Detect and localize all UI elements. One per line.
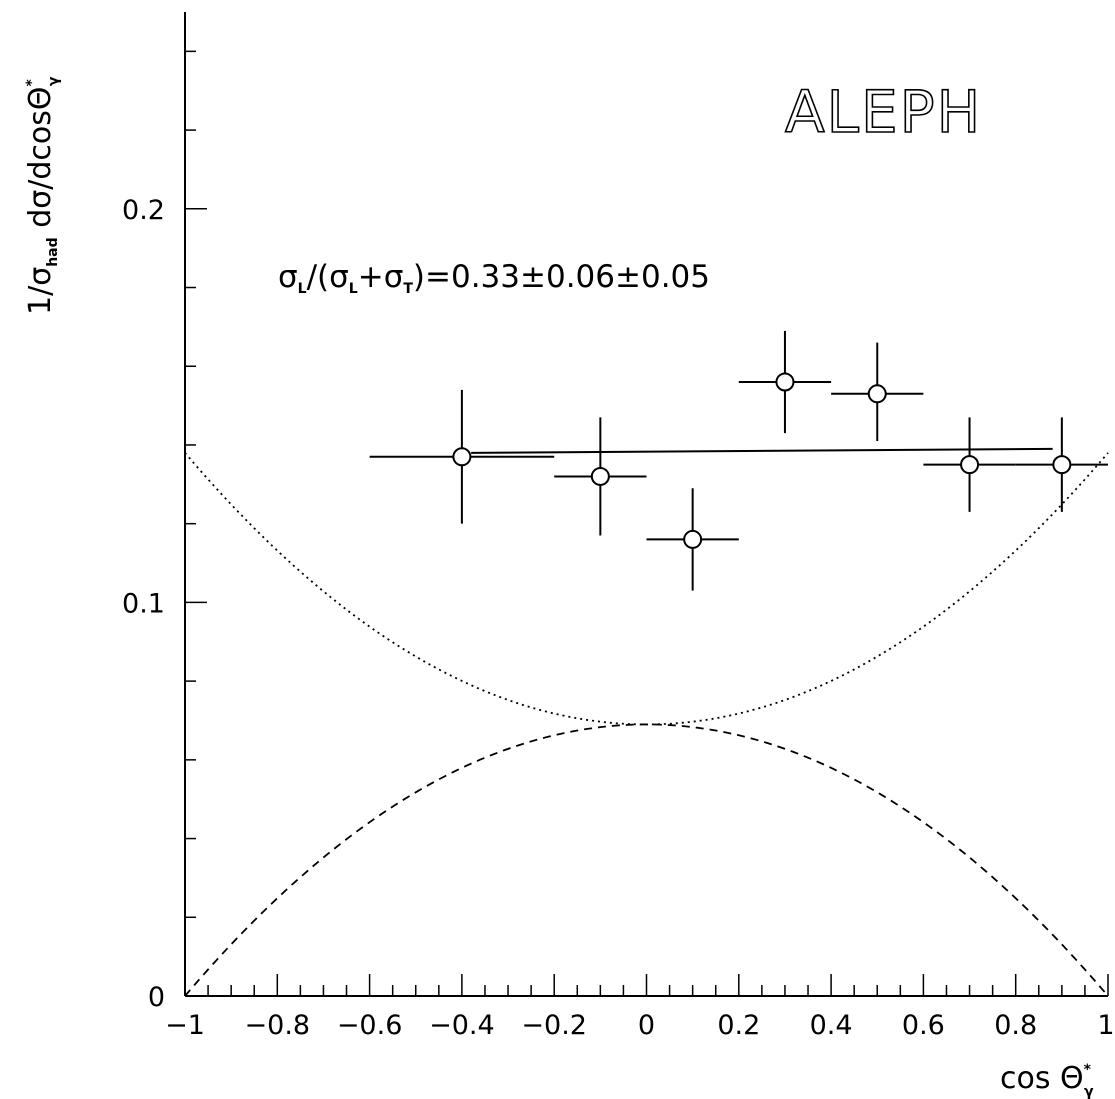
annot-plus: + [358,259,384,295]
annot-sigma-2: σ [329,259,349,295]
x-axis-title-sup: * [1084,1062,1092,1078]
data-point [369,389,555,524]
annot-open: /( [307,259,330,295]
fit-line-group [471,447,1053,454]
annot-result: )=0.33±0.06±0.05 [413,259,710,295]
dashed-curve [184,723,1109,997]
fit-line [471,447,1053,454]
data-point [554,417,647,536]
data-point [831,342,924,442]
x-tick-label: −0.4 [429,1010,495,1041]
data-marker [1052,455,1072,475]
y-axis-title-middle: dσ/dcosΘ [23,87,58,238]
y-axis-title-sub2: γ [46,76,62,86]
y-axis-title-prefix: 1/σ [23,267,58,315]
annot-sub-T: T [403,281,413,297]
data-marker [452,447,472,467]
x-tick-label: 0.8 [994,1010,1037,1041]
data-points [369,330,1108,591]
x-tick-label: −0.8 [245,1010,311,1041]
data-marker [683,529,703,549]
x-tick-label: −0.2 [521,1010,587,1041]
annot-sigma-3: σ [384,259,404,295]
theory-curves [184,452,1109,997]
annot-sub-L-2: L [349,281,358,297]
data-marker [960,455,980,475]
data-point [738,330,832,434]
experiment-label: ALEPH [785,78,982,146]
annot-sub-L-1: L [298,281,307,297]
data-marker [775,372,795,392]
y-axis-title-sub: had [45,237,61,266]
x-tick-label: 0.4 [810,1010,853,1041]
x-tick-label: 0.2 [717,1010,760,1041]
x-tick-label: 0 [638,1010,655,1041]
y-tick-label: 0.2 [122,195,165,226]
data-point [1015,417,1108,512]
y-axis-title-sup: * [24,79,40,87]
y-axis-title: 1/σhad dσ/dcosΘ* γ [23,76,62,315]
x-axis-title-sub: γ [1084,1084,1094,1099]
fit-result-annotation: σL/(σL+σT)=0.33±0.06±0.05 [278,259,710,297]
data-marker [590,466,610,486]
x-tick-label: 1 [1097,1010,1114,1041]
y-tick-label: 0.1 [122,588,165,619]
annot-sigma-1: σ [278,259,298,295]
x-tick-label: 0.6 [902,1010,945,1041]
x-tick-label: −1 [165,1010,205,1041]
data-point [923,417,1016,512]
data-marker [867,384,887,404]
x-tick-label: −0.6 [337,1010,403,1041]
data-point [646,488,739,591]
x-axis-title-main: cos Θ [1000,1061,1084,1096]
y-tick-label: 0 [148,982,165,1013]
x-axis-title: cos Θ* γ [1000,1061,1094,1099]
axes: 0 0.1 0.2 −1 −0.8 −0.6 −0.4 −0.2 0 0.2 0.4 0.6 0.8 1 [122,12,1115,1041]
